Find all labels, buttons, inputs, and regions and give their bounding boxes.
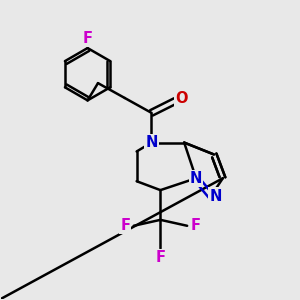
Text: N: N (190, 171, 202, 186)
Text: F: F (190, 218, 200, 233)
Text: F: F (82, 31, 93, 46)
Text: F: F (155, 250, 165, 265)
Text: F: F (120, 218, 130, 233)
Text: N: N (209, 189, 222, 204)
Text: O: O (176, 91, 188, 106)
Text: N: N (145, 135, 158, 150)
